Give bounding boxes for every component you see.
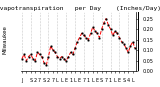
- Text: Milwaukee: Milwaukee: [2, 25, 7, 54]
- Title: Evapotranspiration   per Day    (Inches/Day): Evapotranspiration per Day (Inches/Day): [0, 6, 160, 11]
